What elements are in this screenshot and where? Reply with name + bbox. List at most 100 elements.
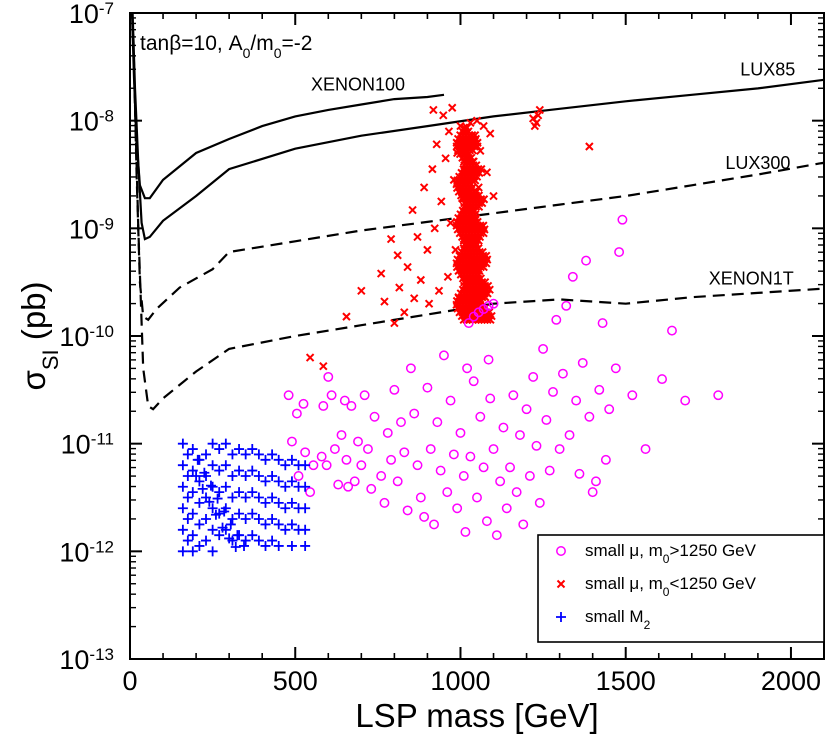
point-small-mu-high-m0 xyxy=(478,304,489,315)
point-small-mu-low-m0 xyxy=(456,121,465,131)
point-small-m2 xyxy=(227,514,238,525)
point-small-mu-low-m0 xyxy=(419,183,429,192)
point-small-mu-high-m0 xyxy=(305,487,316,498)
point-small-mu-low-m0 xyxy=(428,164,437,174)
point-small-mu-low-m0 xyxy=(390,318,399,328)
point-small-m2 xyxy=(219,506,230,517)
point-small-mu-high-m0 xyxy=(343,481,354,492)
point-small-mu-high-m0 xyxy=(405,363,416,374)
legend: small μ, m0>1250 GeV small μ, m0<1250 GeV… xyxy=(537,534,825,643)
point-small-m2 xyxy=(194,519,205,530)
point-small-mu-high-m0 xyxy=(627,390,638,401)
point-small-mu-high-m0 xyxy=(488,298,499,309)
point-small-mu-high-m0 xyxy=(323,371,334,382)
point-small-m2 xyxy=(253,492,264,503)
point-small-mu-low-m0 xyxy=(439,111,448,120)
point-small-m2 xyxy=(217,522,228,533)
point-small-mu-low-m0 xyxy=(461,164,470,174)
point-small-mu-high-m0 xyxy=(574,468,585,479)
point-small-m2 xyxy=(197,483,208,494)
point-small-m2 xyxy=(214,444,225,455)
point-small-m2 xyxy=(214,530,225,541)
point-small-m2 xyxy=(253,514,264,525)
point-small-m2 xyxy=(280,524,291,535)
point-small-mu-high-m0 xyxy=(442,487,453,498)
point-small-mu-high-m0 xyxy=(541,415,552,425)
point-small-mu-low-m0 xyxy=(532,118,541,128)
point-small-mu-high-m0 xyxy=(445,395,456,406)
curve-label-xenon100: XENON100 xyxy=(311,75,405,95)
point-small-mu-low-m0 xyxy=(466,118,475,128)
point-small-m2 xyxy=(280,460,291,471)
point-small-mu-high-m0 xyxy=(460,527,471,537)
point-small-mu-low-m0 xyxy=(376,269,386,278)
point-small-mu-low-m0 xyxy=(423,245,432,255)
point-small-m2 xyxy=(260,454,271,465)
point-small-m2 xyxy=(253,449,264,460)
point-small-mu-high-m0 xyxy=(521,404,532,415)
point-small-mu-high-m0 xyxy=(432,417,443,428)
point-small-m2 xyxy=(220,460,231,471)
point-small-m2 xyxy=(177,460,188,471)
point-small-mu-high-m0 xyxy=(531,440,542,451)
point-small-mu-high-m0 xyxy=(339,395,350,406)
point-small-mu-high-m0 xyxy=(293,471,304,481)
point-small-m2 xyxy=(240,492,251,503)
x-tick-label: 1500 xyxy=(596,666,656,696)
point-small-mu-high-m0 xyxy=(577,357,588,368)
point-small-m2 xyxy=(194,476,205,487)
point-small-m2 xyxy=(300,481,311,492)
point-small-m2 xyxy=(273,519,284,530)
point-small-m2 xyxy=(212,493,223,504)
point-small-mu-low-m0 xyxy=(489,191,498,201)
point-small-mu-low-m0 xyxy=(400,308,409,317)
point-small-m2 xyxy=(177,438,188,449)
point-small-mu-high-m0 xyxy=(465,451,476,462)
point-small-mu-high-m0 xyxy=(600,454,611,465)
point-small-mu-low-m0 xyxy=(430,224,439,233)
point-small-mu-low-m0 xyxy=(459,234,468,244)
point-small-mu-high-m0 xyxy=(386,454,397,465)
point-small-mu-high-m0 xyxy=(657,374,668,385)
point-small-mu-high-m0 xyxy=(518,519,529,530)
point-small-mu-low-m0 xyxy=(462,137,472,147)
point-small-mu-high-m0 xyxy=(538,343,549,354)
point-small-mu-high-m0 xyxy=(396,417,406,428)
point-small-mu-high-m0 xyxy=(422,382,433,393)
point-small-m2 xyxy=(187,444,198,455)
point-small-mu-high-m0 xyxy=(362,444,373,454)
point-small-m2 xyxy=(247,508,258,519)
point-small-mu-high-m0 xyxy=(333,479,344,490)
point-small-m2 xyxy=(234,487,245,498)
point-small-m2 xyxy=(220,481,231,492)
point-small-mu-high-m0 xyxy=(379,497,390,508)
point-small-mu-high-m0 xyxy=(429,519,439,530)
point-small-mu-high-m0 xyxy=(610,363,621,374)
point-small-m2 xyxy=(232,530,243,541)
point-small-mu-high-m0 xyxy=(425,444,436,454)
y-tick-label: 10-12 xyxy=(59,537,114,568)
point-small-m2 xyxy=(280,503,291,514)
point-small-mu-low-m0-band xyxy=(479,221,488,230)
point-small-m2 xyxy=(267,514,278,525)
point-small-m2 xyxy=(194,497,205,508)
y-tick-label: 10-9 xyxy=(69,214,114,245)
point-small-mu-high-m0 xyxy=(336,430,347,441)
point-small-mu-high-m0 xyxy=(392,476,403,487)
x-axis-title: LSP mass [GeV] xyxy=(355,697,598,734)
point-small-m2 xyxy=(227,492,238,503)
point-small-m2 xyxy=(177,546,188,557)
point-small-mu-high-m0 xyxy=(483,300,494,311)
point-small-m2 xyxy=(267,535,278,546)
point-small-m2 xyxy=(214,465,225,476)
point-small-m2 xyxy=(247,444,258,455)
y-tick-label: 10-13 xyxy=(59,645,114,676)
point-small-mu-high-m0 xyxy=(435,465,446,476)
point-small-m2 xyxy=(273,476,284,487)
point-small-m2 xyxy=(230,542,241,553)
point-small-mu-low-m0 xyxy=(535,105,544,115)
point-small-mu-high-m0 xyxy=(640,444,651,454)
point-small-mu-low-m0 xyxy=(449,175,459,185)
point-small-mu-high-m0 xyxy=(283,390,294,401)
point-small-mu-low-m0 xyxy=(464,213,473,222)
